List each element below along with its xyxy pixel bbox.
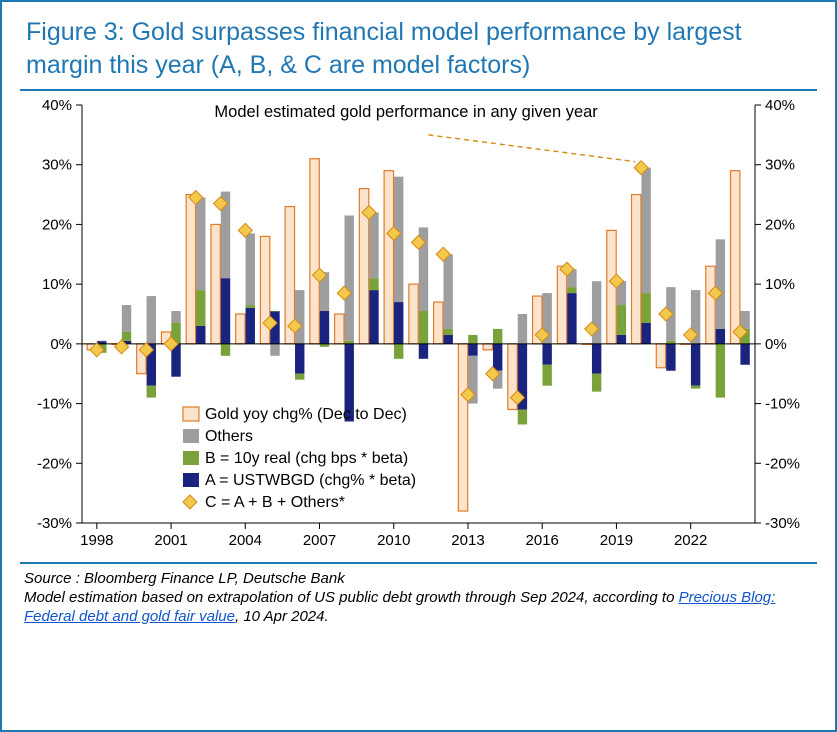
chart: -30% -30% -20% -20% -10% -10% 0% 0% 10% 10% 20% 20%… <box>20 93 817 558</box>
svg-text:B = 10y real (chg bps * beta): B = 10y real (chg bps * beta) <box>205 450 408 467</box>
svg-text:20%: 20% <box>42 216 72 233</box>
svg-text:0%: 0% <box>765 336 787 353</box>
svg-text:2022: 2022 <box>674 532 707 549</box>
svg-text:C = A + B + Others*: C = A + B + Others* <box>205 494 345 511</box>
title-rule <box>20 89 817 91</box>
svg-text:30%: 30% <box>765 157 795 174</box>
figure-title: Figure 3: Gold surpasses financial model… <box>20 16 817 81</box>
svg-text:40%: 40% <box>42 97 72 114</box>
footnotes: Source : Bloomberg Finance LP, Deutsche … <box>20 570 817 626</box>
svg-text:2016: 2016 <box>526 532 559 549</box>
svg-text:-20%: -20% <box>37 455 72 472</box>
figure-frame: { "title": "Figure 3: Gold surpasses fin… <box>0 0 837 732</box>
svg-text:0%: 0% <box>50 336 72 353</box>
footer-rule <box>20 562 817 564</box>
svg-text:Others: Others <box>205 428 253 445</box>
svg-text:2001: 2001 <box>154 532 187 549</box>
svg-text:-30%: -30% <box>765 515 800 532</box>
svg-text:1998: 1998 <box>80 532 113 549</box>
footnote-source: Source : Bloomberg Finance LP, Deutsche … <box>24 570 813 589</box>
footnote-model: Model estimation based on extrapolation … <box>24 589 813 627</box>
svg-text:-20%: -20% <box>765 455 800 472</box>
svg-text:2004: 2004 <box>229 532 262 549</box>
svg-text:2007: 2007 <box>303 532 336 549</box>
svg-text:2013: 2013 <box>451 532 484 549</box>
svg-text:A = USTWBGD (chg% * beta): A = USTWBGD (chg% * beta) <box>205 472 416 489</box>
svg-text:2019: 2019 <box>600 532 633 549</box>
svg-text:10%: 10% <box>765 276 795 293</box>
svg-text:-10%: -10% <box>37 396 72 413</box>
svg-text:Gold yoy chg% (Dec to Dec): Gold yoy chg% (Dec to Dec) <box>205 406 407 423</box>
svg-text:30%: 30% <box>42 157 72 174</box>
svg-text:10%: 10% <box>42 276 72 293</box>
svg-text:2010: 2010 <box>377 532 410 549</box>
svg-text:40%: 40% <box>765 97 795 114</box>
svg-text:-30%: -30% <box>37 515 72 532</box>
chart-annotation: Model estimated gold performance in any … <box>214 103 598 121</box>
svg-text:20%: 20% <box>765 216 795 233</box>
svg-text:-10%: -10% <box>765 396 800 413</box>
